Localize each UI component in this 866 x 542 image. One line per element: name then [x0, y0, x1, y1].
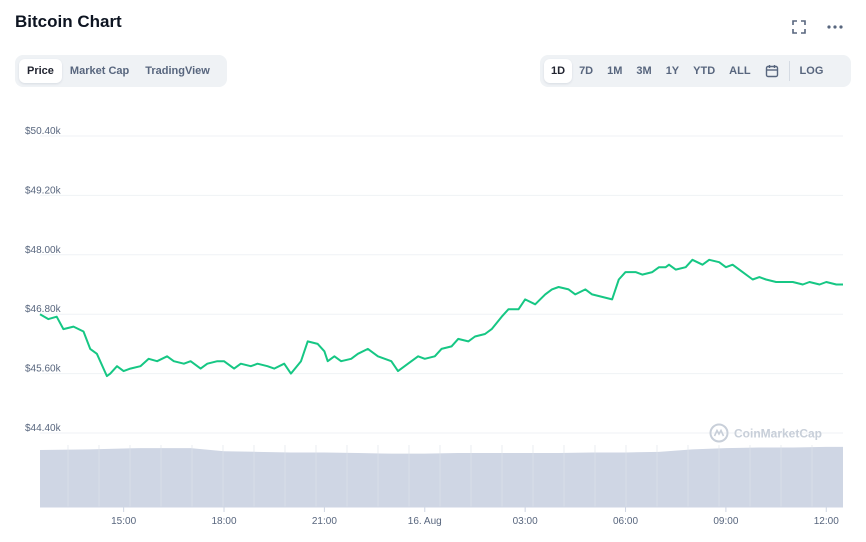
chart-type-tabs: Price Market Cap TradingView — [15, 55, 227, 87]
range-1m[interactable]: 1M — [607, 65, 623, 77]
log-toggle[interactable]: LOG — [799, 65, 824, 77]
range-all[interactable]: ALL — [729, 65, 751, 77]
x-tick-label: 03:00 — [513, 516, 538, 527]
range-1y[interactable]: 1Y — [665, 65, 680, 77]
range-selector: 1D 7D 1M 3M 1Y YTD ALL LOG — [540, 55, 851, 87]
x-tick-label: 15:00 — [111, 516, 136, 527]
range-7d[interactable]: 7D — [579, 65, 594, 77]
more-options-icon[interactable] — [826, 18, 844, 36]
tab-price[interactable]: Price — [19, 59, 62, 83]
y-tick-label: $49.20k — [25, 185, 62, 196]
fullscreen-icon[interactable] — [790, 18, 808, 36]
range-ytd[interactable]: YTD — [693, 65, 716, 77]
y-tick-label: $46.80k — [25, 304, 62, 315]
range-3m[interactable]: 3M — [636, 65, 652, 77]
range-divider — [788, 61, 790, 81]
tab-tradingview[interactable]: TradingView — [145, 65, 210, 77]
price-line — [39, 258, 843, 378]
coinmarketcap-watermark: CoinMarketCap — [709, 423, 822, 443]
coinmarketcap-logo-icon — [709, 423, 729, 443]
tab-market-cap[interactable]: Market Cap — [69, 65, 130, 77]
x-tick-label: 12:00 — [814, 516, 839, 527]
x-tick-label: 09:00 — [713, 516, 738, 527]
y-tick-label: $45.60k — [25, 364, 62, 375]
x-tick-label: 06:00 — [613, 516, 638, 527]
y-tick-label: $44.40k — [25, 423, 62, 434]
y-tick-label: $48.00k — [25, 245, 62, 256]
y-tick-label: $50.40k — [25, 126, 62, 137]
x-tick-label: 18:00 — [212, 516, 237, 527]
range-1d[interactable]: 1D — [544, 59, 573, 83]
calendar-icon[interactable] — [758, 59, 786, 83]
page-title: Bitcoin Chart — [15, 12, 122, 31]
x-tick-label: 21:00 — [312, 516, 337, 527]
watermark-text: CoinMarketCap — [734, 427, 822, 441]
x-tick-label: 16. Aug — [408, 516, 442, 527]
volume-area — [40, 446, 843, 507]
